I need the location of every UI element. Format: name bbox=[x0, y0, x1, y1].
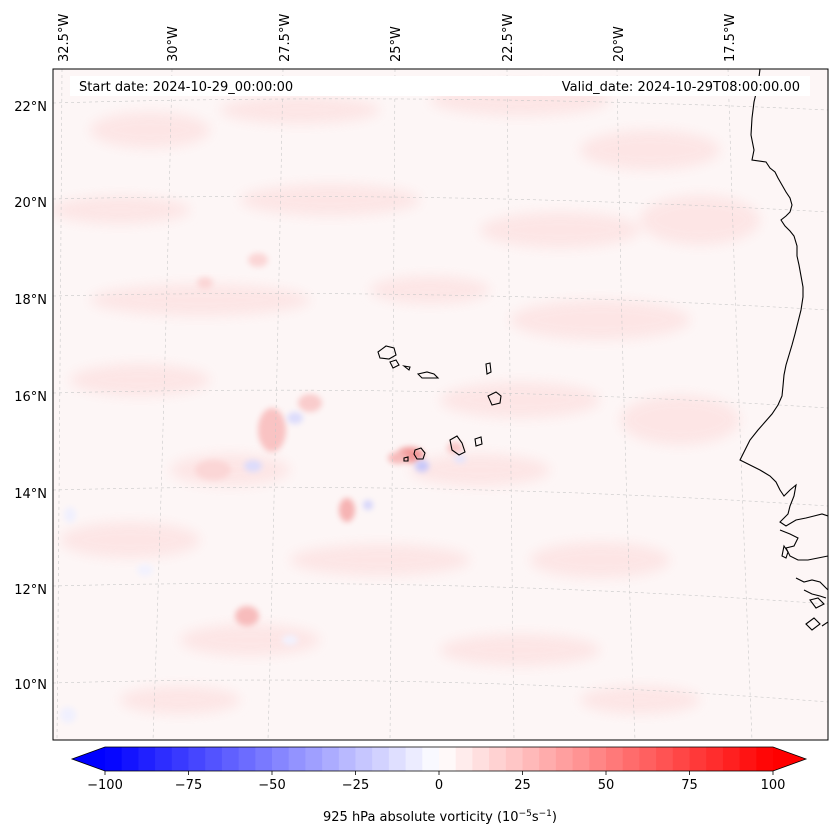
island-fogo bbox=[413, 447, 426, 460]
lon-label-30w: 30°W bbox=[166, 26, 181, 62]
vorticity-field-light bbox=[53, 84, 760, 714]
colorbar-segment bbox=[205, 747, 223, 771]
lon-label-27-5w: 27.5°W bbox=[278, 14, 293, 62]
island-brava bbox=[403, 456, 409, 462]
colorbar-segment bbox=[522, 747, 540, 771]
lon-label-17-5w: 17.5°W bbox=[723, 14, 738, 62]
island-santa-luzia bbox=[402, 365, 411, 371]
colorbar-segment bbox=[388, 747, 407, 771]
colorbar-segment bbox=[121, 747, 139, 771]
colorbar-segment bbox=[188, 747, 206, 771]
colorbar-ticks: −100 −75 −50 −25 0 25 50 75 100 bbox=[87, 771, 785, 793]
lat-label-10n: 10°N bbox=[14, 678, 47, 693]
colorbar-segment bbox=[372, 747, 390, 771]
lat-label-14n: 14°N bbox=[14, 487, 47, 502]
colorbar-segment bbox=[288, 747, 306, 771]
colorbar-tick-label: 100 bbox=[761, 778, 786, 793]
latitude-labels: 22°N 20°N 18°N 16°N 14°N 12°N 10°N bbox=[14, 100, 47, 693]
start-date-label: Start date: 2024-10-29_00:00:00 bbox=[79, 80, 293, 95]
lat-label-22n: 22°N bbox=[14, 100, 47, 115]
colorbar-tick-label: 0 bbox=[435, 778, 443, 793]
colorbar: −100 −75 −50 −25 0 25 50 75 100 925 hPa absolute… bbox=[70, 746, 808, 825]
colorbar-segment bbox=[505, 747, 523, 771]
colorbar-segment bbox=[405, 747, 423, 771]
colorbar-segment bbox=[155, 747, 173, 771]
colorbar-tick-label: −25 bbox=[342, 778, 369, 793]
colorbar-segment bbox=[355, 747, 373, 771]
colorbar-segment bbox=[489, 747, 507, 771]
map-panel bbox=[53, 69, 828, 740]
header-band bbox=[70, 76, 810, 96]
lon-label-20w: 20°W bbox=[612, 26, 627, 62]
african-coastline bbox=[739, 69, 828, 631]
cape-verde-islands bbox=[377, 345, 502, 462]
colorbar-title: 925 hPa absolute vorticity (10−5s−1) bbox=[323, 809, 557, 825]
island-santo-antao bbox=[377, 345, 397, 360]
lat-label-16n: 16°N bbox=[14, 390, 47, 405]
colorbar-segment bbox=[338, 747, 356, 771]
valid-date-label: Valid_date: 2024-10-29T08:00:00.00 bbox=[562, 80, 800, 95]
island-maio bbox=[474, 436, 483, 447]
colorbar-tick-label: 75 bbox=[681, 778, 698, 793]
island-sao-nicolau bbox=[416, 371, 440, 379]
colorbar-segment bbox=[472, 747, 490, 771]
colorbar-segment bbox=[138, 747, 156, 771]
colorbar-segment bbox=[555, 747, 574, 771]
colorbar-extend-low bbox=[72, 747, 105, 771]
colorbar-segment bbox=[572, 747, 590, 771]
vorticity-minima bbox=[60, 412, 466, 723]
colorbar-segment bbox=[756, 747, 774, 771]
colorbar-segment bbox=[639, 747, 657, 771]
lat-label-20n: 20°N bbox=[14, 196, 47, 211]
colorbar-segment bbox=[722, 747, 741, 771]
island-sao-vicente bbox=[389, 359, 400, 369]
colorbar-segment bbox=[305, 747, 323, 771]
colorbar-segment bbox=[606, 747, 624, 771]
colorbar-segments bbox=[105, 747, 774, 771]
colorbar-segment bbox=[539, 747, 557, 771]
colorbar-segment bbox=[171, 747, 189, 771]
colorbar-extend-high bbox=[773, 747, 806, 771]
lon-label-32-5w: 32.5°W bbox=[57, 14, 72, 62]
island-sal bbox=[485, 362, 492, 375]
island-boa-vista bbox=[487, 391, 502, 406]
lon-label-25w: 25°W bbox=[389, 26, 404, 62]
colorbar-segment bbox=[589, 747, 607, 771]
lon-label-22-5w: 22.5°W bbox=[501, 14, 516, 62]
colorbar-segment bbox=[238, 747, 256, 771]
colorbar-segment bbox=[322, 747, 340, 771]
colorbar-segment bbox=[105, 747, 123, 771]
colorbar-segment bbox=[622, 747, 640, 771]
map-frame bbox=[52, 68, 829, 741]
lat-label-18n: 18°N bbox=[14, 293, 47, 308]
colorbar-tick-label: −100 bbox=[87, 778, 123, 793]
colorbar-tick-label: −50 bbox=[258, 778, 285, 793]
colorbar-tick-label: 50 bbox=[598, 778, 615, 793]
longitude-labels: 32.5°W 30°W 27.5°W 25°W 22.5°W 20°W 17.5… bbox=[57, 14, 738, 62]
island-santiago bbox=[449, 435, 466, 456]
colorbar-segment bbox=[706, 747, 724, 771]
colorbar-tick-label: 25 bbox=[514, 778, 531, 793]
colorbar-segment bbox=[455, 747, 473, 771]
lat-label-12n: 12°N bbox=[14, 583, 47, 598]
colorbar-segment bbox=[739, 747, 757, 771]
colorbar-segment bbox=[689, 747, 707, 771]
colorbar-tick-label: −75 bbox=[175, 778, 202, 793]
colorbar-segment bbox=[272, 747, 290, 771]
colorbar-segment bbox=[672, 747, 690, 771]
colorbar-segment bbox=[656, 747, 674, 771]
colorbar-segment bbox=[221, 747, 240, 771]
colorbar-segment bbox=[439, 747, 457, 771]
colorbar-segment bbox=[255, 747, 273, 771]
gridlines bbox=[53, 69, 828, 740]
colorbar-segment bbox=[422, 747, 440, 771]
